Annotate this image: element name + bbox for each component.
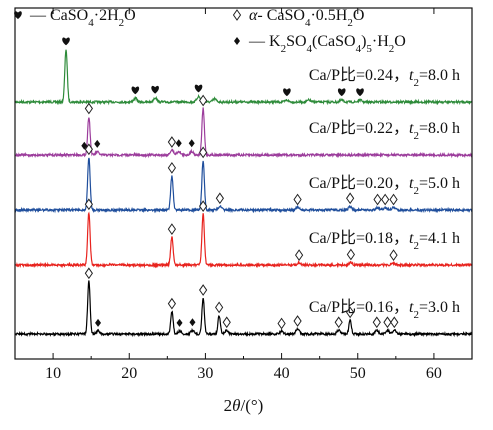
- condition-label-2: Ca/P比=0.22，t2=8.0 h: [309, 119, 460, 142]
- xrd-trace-3: [14, 157, 473, 214]
- phase-marker-open-diamond-5-14: [383, 316, 392, 329]
- legend-label-1: — CaSO4·2H2O: [29, 7, 136, 29]
- phase-marker-open-diamond-3-3: [199, 146, 208, 159]
- phase-marker-open-diamond-5-3: [167, 297, 177, 310]
- xrd-trace-1: [14, 49, 473, 106]
- phase-marker-open-diamond-5-15: [390, 316, 399, 329]
- phase-marker-open-diamond-2-1: [84, 102, 93, 115]
- phase-marker-filled-diamond-2-3: [94, 139, 101, 148]
- phase-marker-open-diamond-5-6: [199, 284, 208, 296]
- phase-marker-open-diamond-4-1: [84, 198, 93, 211]
- legend: — CaSO4·2H2O α- CaSO4·0.5H2O — K2SO4(CaSO4…: [14, 7, 406, 55]
- phase-marker-heart-1-4: [194, 84, 203, 93]
- x-axis-label: 2θ/(°): [224, 396, 264, 415]
- phase-marker-open-diamond-2-7: [199, 94, 208, 107]
- phase-marker-open-diamond-5-10: [293, 315, 302, 327]
- phase-marker-filled-diamond-2-6: [188, 139, 195, 148]
- phase-marker-open-diamond-5-1: [84, 267, 93, 280]
- phase-marker-open-diamond-4-4: [294, 249, 304, 262]
- condition-label-4: Ca/P比=0.18，t2=4.1 h: [309, 229, 460, 252]
- phase-marker-heart-1-2: [131, 86, 140, 95]
- xrd-trace-4: [14, 211, 473, 269]
- legend-item-3: — K2SO4(CaSO4)5·H2O: [234, 33, 406, 55]
- phase-marker-filled-diamond-5-2: [95, 318, 102, 327]
- phase-marker-filled-diamond-2-2: [81, 141, 88, 150]
- legend-item-2: α- CaSO4·0.5H2O: [232, 7, 364, 29]
- x-tick-label-20: 20: [121, 365, 137, 382]
- phase-marker-open-diamond-5-9: [277, 317, 286, 330]
- phase-marker-open-diamond-4-3: [199, 200, 208, 213]
- phase-marker-open-diamond-3-5: [293, 193, 302, 206]
- phase-marker-open-diamond-4-2: [167, 223, 177, 235]
- phase-marker-open-diamond-3-6: [346, 192, 355, 205]
- condition-label-5: Ca/P比=0.16，t2=3.0 h: [309, 298, 460, 321]
- trace-layer: [14, 49, 473, 338]
- phase-marker-heart-1-6: [337, 88, 346, 97]
- phase-marker-open-diamond-4-5: [346, 248, 356, 261]
- phase-marker-open-diamond-5-11: [334, 316, 343, 329]
- phase-marker-open-diamond-3-8: [381, 193, 390, 206]
- phase-marker-open-diamond-3-7: [373, 193, 382, 206]
- x-tick-label-40: 40: [274, 365, 290, 382]
- phase-marker-open-diamond-2-4: [167, 136, 177, 148]
- x-tick-label-30: 30: [197, 365, 213, 382]
- condition-label-3: Ca/P比=0.20，t2=5.0 h: [309, 174, 460, 197]
- legend-label-2: α- CaSO4·0.5H2O: [249, 7, 364, 29]
- x-tick-label-60: 60: [426, 365, 442, 382]
- axes: 10 20 30 40 50 60 2θ/(°): [14, 7, 473, 415]
- condition-label-1: Ca/P比=0.24，t2=8.0 h: [309, 66, 460, 89]
- phase-marker-open-diamond-3-4: [215, 192, 224, 205]
- phase-marker-filled-diamond-5-4: [176, 318, 183, 327]
- phase-marker-open-diamond-3-1: [84, 143, 93, 156]
- phase-marker-filled-diamond-5-5: [189, 318, 196, 327]
- phase-marker-open-diamond-3-2: [167, 162, 177, 174]
- phase-marker-open-diamond-5-8: [222, 316, 231, 329]
- legend-label-3: — K2SO4(CaSO4)5·H2O: [248, 33, 406, 55]
- phase-marker-heart-1-1: [62, 37, 70, 46]
- phase-marker-heart-1-3: [151, 85, 159, 94]
- legend-item-1: — CaSO4·2H2O: [14, 7, 136, 29]
- phase-marker-heart-1-7: [356, 88, 364, 97]
- phase-marker-layer: [62, 37, 399, 330]
- x-tick-label-50: 50: [350, 365, 366, 382]
- phase-marker-open-diamond-4-6: [389, 249, 398, 262]
- phase-marker-open-diamond-3-9: [389, 193, 398, 206]
- phase-marker-heart-1-5: [283, 88, 291, 97]
- xrd-trace-5: [14, 280, 473, 338]
- phase-marker-open-diamond-5-7: [215, 301, 224, 314]
- phase-marker-open-diamond-5-13: [372, 316, 381, 329]
- condition-label-layer: Ca/P比=0.24，t2=8.0 h Ca/P比=0.22，t2=8.0 h Ca…: [309, 66, 460, 321]
- phase-marker-filled-diamond-2-5: [175, 139, 182, 148]
- phase-marker-open-diamond-5-12: [346, 306, 355, 319]
- x-tick-label-10: 10: [45, 365, 61, 382]
